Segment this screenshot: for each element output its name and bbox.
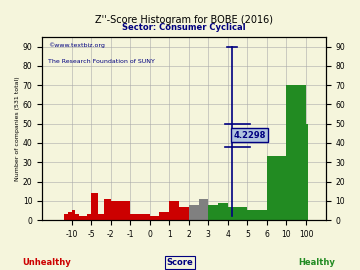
- Bar: [287, 85, 306, 220]
- Text: ©www.textbiz.org: ©www.textbiz.org: [48, 42, 105, 48]
- Bar: [83, 216, 87, 220]
- Bar: [169, 201, 179, 220]
- Bar: [179, 207, 189, 220]
- Bar: [189, 205, 199, 220]
- Text: Healthy: Healthy: [298, 258, 335, 267]
- Bar: [238, 207, 247, 220]
- Bar: [104, 199, 111, 220]
- Title: Z''-Score Histogram for BOBE (2016): Z''-Score Histogram for BOBE (2016): [95, 15, 273, 25]
- Text: Unhealthy: Unhealthy: [22, 258, 71, 267]
- Bar: [306, 124, 308, 220]
- Text: The Research Foundation of SUNY: The Research Foundation of SUNY: [48, 59, 155, 64]
- Bar: [159, 212, 169, 220]
- Bar: [68, 212, 72, 220]
- Bar: [208, 205, 218, 220]
- Bar: [91, 193, 98, 220]
- Y-axis label: Number of companies (531 total): Number of companies (531 total): [15, 76, 20, 181]
- Text: Sector: Consumer Cyclical: Sector: Consumer Cyclical: [122, 23, 246, 32]
- Bar: [218, 203, 228, 220]
- Bar: [76, 214, 79, 220]
- Bar: [64, 214, 68, 220]
- Bar: [247, 210, 267, 220]
- Bar: [111, 201, 130, 220]
- Bar: [87, 214, 91, 220]
- Bar: [130, 214, 150, 220]
- Bar: [228, 207, 238, 220]
- Bar: [199, 199, 208, 220]
- Bar: [98, 214, 104, 220]
- Text: 4.2298: 4.2298: [233, 131, 266, 140]
- Text: Score: Score: [167, 258, 193, 267]
- Bar: [72, 210, 76, 220]
- Bar: [79, 216, 83, 220]
- Bar: [267, 156, 287, 220]
- Bar: [150, 216, 159, 220]
